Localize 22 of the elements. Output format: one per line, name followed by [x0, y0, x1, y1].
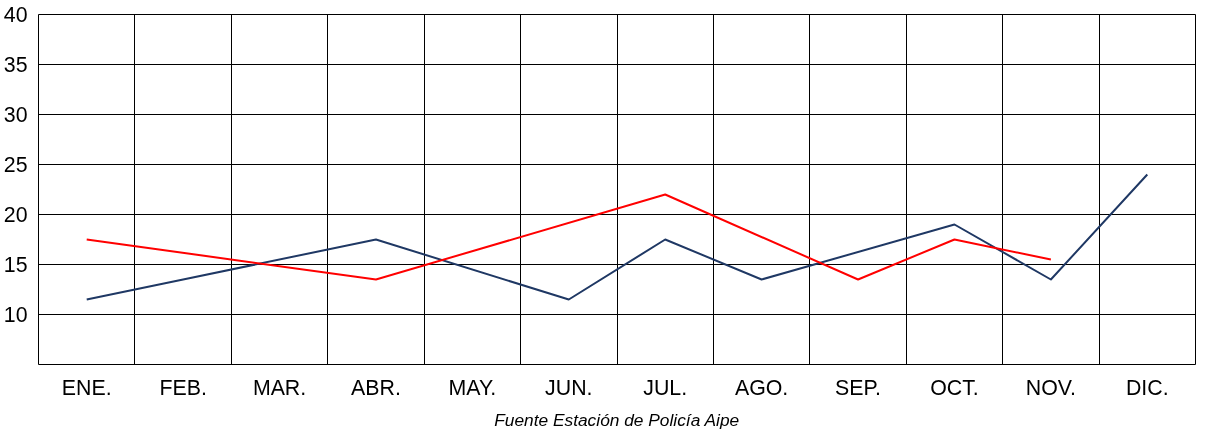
- y-tick-label: 35: [3, 53, 28, 77]
- x-tick-label: ABR.: [351, 375, 401, 400]
- x-tick-label: OCT.: [930, 375, 979, 400]
- y-tick-label: 15: [3, 253, 28, 277]
- y-tick-label: 30: [3, 103, 28, 127]
- line-series: [85, 193, 1052, 281]
- x-tick-label: ENE.: [61, 375, 112, 400]
- x-tick-label: AGO.: [734, 375, 789, 400]
- y-tick-label: 20: [3, 203, 28, 227]
- y-tick-label: 40: [3, 3, 28, 27]
- x-tick-label: MAY.: [448, 375, 497, 400]
- x-tick-label: DIC.: [1125, 375, 1169, 400]
- x-tick-label: FEB.: [159, 375, 207, 400]
- x-tick-label: JUN.: [545, 375, 593, 400]
- line-series: [85, 173, 1149, 301]
- source-note: Fuente Estación de Policía Aipe: [494, 409, 740, 430]
- x-tick-label: MAR.: [252, 375, 307, 400]
- y-tick-label: 10: [3, 303, 28, 327]
- x-tick-label: JUL.: [643, 375, 688, 400]
- x-tick-label: SEP.: [835, 375, 881, 400]
- x-tick-label: NOV.: [1025, 375, 1076, 400]
- y-tick-label: 25: [3, 153, 28, 177]
